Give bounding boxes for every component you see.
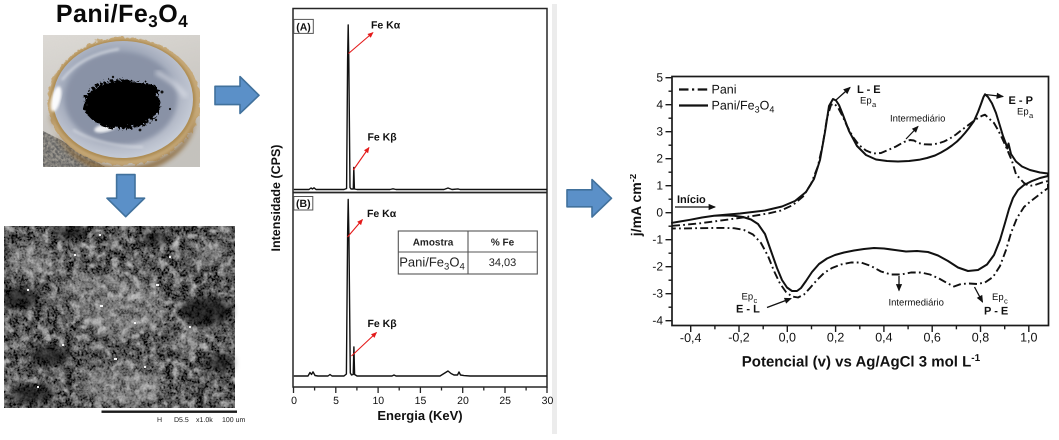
svg-text:0,0: 0,0 — [779, 331, 796, 345]
svg-text:a: a — [1029, 111, 1034, 120]
svg-text:c: c — [1004, 297, 1008, 306]
svg-text:Pani/Fe3O4: Pani/Fe3O4 — [399, 255, 465, 273]
svg-text:3: 3 — [656, 125, 663, 139]
svg-text:34,03: 34,03 — [489, 257, 517, 269]
svg-text:5: 5 — [656, 71, 663, 85]
svg-text:c: c — [754, 296, 758, 305]
svg-text:-2: -2 — [652, 260, 663, 274]
svg-text:Intermediário: Intermediário — [890, 114, 945, 125]
svg-text:-1: -1 — [652, 233, 663, 247]
svg-text:0,2: 0,2 — [827, 331, 844, 345]
svg-text:Ep: Ep — [860, 96, 872, 107]
svg-text:Energia (KeV): Energia (KeV) — [377, 408, 462, 423]
svg-text:Início: Início — [677, 194, 706, 206]
svg-text:Intermediário: Intermediário — [889, 298, 944, 309]
svg-text:x1.0k: x1.0k — [196, 416, 213, 424]
svg-text:15: 15 — [415, 395, 427, 407]
svg-text:j/mA cm-2: j/mA cm-2 — [630, 174, 644, 237]
svg-text:0,8: 0,8 — [972, 331, 989, 345]
svg-text:Pani/Fe3O4: Pani/Fe3O4 — [712, 99, 775, 115]
svg-text:Fe Kα: Fe Kα — [367, 208, 397, 220]
svg-text:100 um: 100 um — [222, 417, 246, 424]
svg-text:10: 10 — [372, 395, 384, 407]
svg-text:D5.5: D5.5 — [174, 417, 189, 424]
svg-text:Pani/Fe3O4: Pani/Fe3O4 — [56, 0, 188, 31]
svg-text:Ep: Ep — [1017, 107, 1029, 118]
svg-text:0: 0 — [291, 395, 297, 407]
svg-text:1,0: 1,0 — [1020, 331, 1037, 345]
svg-text:Fe Kβ: Fe Kβ — [368, 132, 398, 144]
svg-text:-0,2: -0,2 — [728, 331, 750, 345]
svg-text:1: 1 — [656, 179, 663, 193]
svg-text:E - L: E - L — [736, 304, 760, 316]
svg-text:0,4: 0,4 — [875, 331, 892, 345]
svg-text:Pani: Pani — [712, 83, 737, 97]
svg-text:-4: -4 — [652, 314, 663, 328]
svg-text:P - E: P - E — [984, 306, 1008, 318]
svg-text:% Fe: % Fe — [491, 238, 515, 249]
svg-text:H: H — [157, 417, 162, 424]
svg-text:-3: -3 — [652, 287, 663, 301]
svg-text:0: 0 — [656, 206, 663, 220]
svg-text:E - P: E - P — [1009, 95, 1033, 107]
svg-text:(B): (B) — [296, 198, 311, 210]
svg-text:Fe Kβ: Fe Kβ — [368, 318, 398, 330]
svg-text:Potencial (v) vs Ag/AgCl 3 mol: Potencial (v) vs Ag/AgCl 3 mol L-1 — [742, 353, 981, 371]
svg-text:2: 2 — [656, 152, 663, 166]
svg-text:-0,4: -0,4 — [680, 331, 702, 345]
svg-text:Ep: Ep — [992, 292, 1004, 303]
svg-text:L - E: L - E — [857, 84, 881, 96]
svg-text:4: 4 — [656, 98, 663, 112]
svg-text:Fe Kα: Fe Kα — [371, 20, 401, 32]
svg-text:Amostra: Amostra — [413, 238, 454, 249]
svg-text:25: 25 — [499, 395, 511, 407]
svg-text:Ep: Ep — [742, 292, 754, 303]
svg-text:(A): (A) — [296, 21, 311, 33]
svg-text:0,6: 0,6 — [924, 331, 941, 345]
svg-text:30: 30 — [542, 395, 554, 407]
svg-text:5: 5 — [333, 395, 339, 407]
svg-text:Intensidade (CPS): Intensidade (CPS) — [269, 145, 283, 252]
svg-text:a: a — [872, 100, 877, 109]
svg-text:20: 20 — [457, 395, 469, 407]
